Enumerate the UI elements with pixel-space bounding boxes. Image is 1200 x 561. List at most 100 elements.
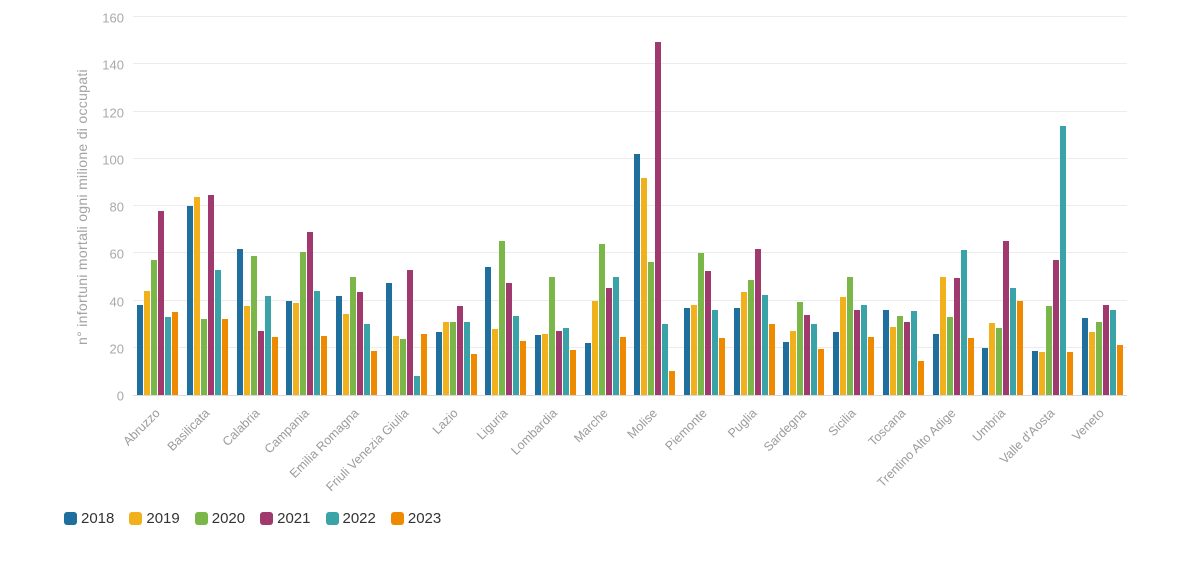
legend-item[interactable]: 2023 — [390, 510, 441, 527]
bar[interactable] — [506, 282, 513, 395]
bar[interactable] — [861, 305, 868, 395]
bar[interactable] — [264, 295, 271, 395]
bar[interactable] — [534, 334, 541, 395]
bar[interactable] — [1039, 352, 1045, 395]
bar[interactable] — [754, 248, 761, 395]
bar[interactable] — [705, 270, 712, 395]
bar[interactable] — [634, 154, 641, 395]
bar[interactable] — [1067, 352, 1073, 395]
bar[interactable] — [854, 309, 861, 395]
legend-item[interactable]: 2021 — [260, 510, 311, 527]
bar[interactable] — [719, 338, 726, 395]
bar[interactable] — [243, 306, 250, 395]
bar[interactable] — [1081, 318, 1088, 395]
bar[interactable] — [144, 291, 151, 395]
bar[interactable] — [868, 337, 875, 395]
bar[interactable] — [222, 319, 229, 395]
bar[interactable] — [456, 306, 463, 395]
bar[interactable] — [691, 305, 698, 395]
bar[interactable] — [939, 276, 946, 395]
bar[interactable] — [300, 252, 307, 395]
bar[interactable] — [740, 292, 747, 395]
bar[interactable] — [406, 269, 413, 395]
bar[interactable] — [790, 331, 797, 395]
bar[interactable] — [492, 328, 499, 395]
bar[interactable] — [1003, 241, 1010, 395]
bar[interactable] — [137, 305, 144, 395]
bar[interactable] — [896, 315, 903, 395]
bar[interactable] — [165, 317, 172, 395]
bar[interactable] — [655, 41, 662, 395]
bar[interactable] — [520, 340, 527, 395]
bar[interactable] — [172, 312, 179, 395]
bar[interactable] — [797, 301, 804, 395]
bar[interactable] — [591, 300, 598, 395]
bar[interactable] — [1017, 300, 1024, 395]
bar[interactable] — [833, 332, 840, 395]
bar[interactable] — [548, 276, 555, 395]
bar[interactable] — [903, 321, 910, 395]
bar[interactable] — [215, 269, 222, 395]
bar[interactable] — [584, 343, 591, 395]
legend-item[interactable]: 2022 — [325, 510, 376, 527]
bar[interactable] — [187, 206, 194, 395]
bar[interactable] — [768, 324, 775, 395]
bar[interactable] — [804, 314, 811, 395]
bar[interactable] — [350, 276, 357, 395]
bar[interactable] — [889, 326, 896, 395]
bar[interactable] — [194, 196, 201, 395]
bar[interactable] — [712, 309, 719, 395]
bar[interactable] — [1095, 321, 1102, 395]
bar[interactable] — [286, 300, 293, 395]
bar[interactable] — [1032, 351, 1038, 395]
bar[interactable] — [882, 309, 889, 395]
bar[interactable] — [569, 350, 576, 395]
bar[interactable] — [336, 295, 343, 395]
bar[interactable] — [1088, 332, 1095, 395]
bar[interactable] — [420, 333, 427, 395]
bar[interactable] — [917, 360, 924, 395]
bar[interactable] — [236, 248, 243, 395]
bar[interactable] — [555, 331, 562, 395]
bar[interactable] — [783, 341, 790, 395]
legend-item[interactable]: 2020 — [194, 510, 245, 527]
bar[interactable] — [449, 321, 456, 395]
bar[interactable] — [385, 282, 392, 395]
bar[interactable] — [733, 307, 740, 395]
bar[interactable] — [761, 294, 768, 395]
bar[interactable] — [151, 260, 158, 395]
bar[interactable] — [910, 311, 917, 395]
bar[interactable] — [399, 339, 406, 395]
bar[interactable] — [1116, 345, 1123, 395]
bar[interactable] — [960, 249, 967, 395]
legend-item[interactable]: 2018 — [64, 510, 114, 527]
bar[interactable] — [413, 376, 420, 395]
bar[interactable] — [641, 177, 648, 395]
bar[interactable] — [747, 280, 754, 395]
bar[interactable] — [314, 291, 321, 395]
bar[interactable] — [435, 332, 442, 395]
bar[interactable] — [1010, 287, 1017, 395]
bar[interactable] — [1060, 125, 1066, 395]
legend-item[interactable]: 2019 — [129, 510, 180, 527]
bar[interactable] — [811, 324, 818, 395]
bar[interactable] — [648, 261, 655, 395]
bar[interactable] — [371, 351, 378, 395]
bar[interactable] — [343, 313, 350, 395]
bar[interactable] — [293, 302, 300, 395]
bar[interactable] — [442, 321, 449, 395]
bar[interactable] — [257, 331, 264, 395]
bar[interactable] — [662, 324, 669, 395]
bar[interactable] — [321, 335, 328, 395]
bar[interactable] — [946, 317, 953, 395]
bar[interactable] — [485, 267, 492, 395]
bar[interactable] — [1102, 305, 1109, 395]
bar[interactable] — [932, 333, 939, 395]
bar[interactable] — [364, 324, 371, 395]
bar[interactable] — [605, 287, 612, 395]
bar[interactable] — [201, 319, 208, 395]
bar[interactable] — [158, 210, 165, 395]
bar[interactable] — [967, 338, 974, 395]
bar[interactable] — [612, 276, 619, 395]
bar[interactable] — [847, 276, 854, 395]
